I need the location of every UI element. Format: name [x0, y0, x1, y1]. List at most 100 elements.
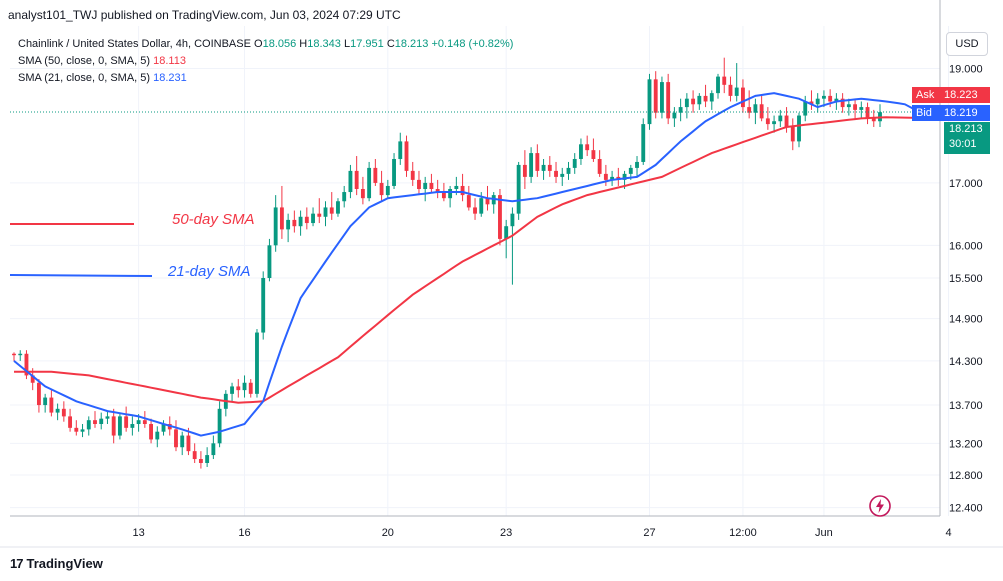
candle-body: [666, 82, 671, 119]
candle-body: [373, 167, 378, 183]
candle-body: [535, 153, 540, 171]
candle-body: [93, 420, 97, 425]
candle-body: [273, 207, 278, 246]
candle-body: [660, 82, 664, 113]
symbol-row[interactable]: Chainlink / United States Dollar, 4h, CO…: [18, 38, 514, 50]
candle-body: [323, 207, 328, 217]
candle-body: [441, 192, 446, 199]
candle-body: [417, 179, 421, 189]
candle-body: [348, 170, 353, 193]
candle-body: [554, 170, 558, 177]
open-value: 18.056: [262, 38, 297, 50]
candle-body: [298, 216, 303, 227]
candle-body: [217, 408, 222, 444]
candle-body: [684, 98, 689, 108]
candle-body: [136, 420, 141, 425]
x-tick-label: 20: [382, 527, 394, 539]
candle-body: [279, 207, 284, 230]
currency-button[interactable]: USD: [946, 32, 988, 56]
candle-body: [43, 397, 48, 406]
candle-body: [759, 104, 764, 119]
candle-body: [828, 95, 833, 102]
candle-body: [292, 219, 297, 227]
candle-body: [560, 173, 565, 177]
sma50-annotation: 50-day SMA: [172, 211, 255, 228]
candle-body: [485, 198, 490, 205]
tradingview-brand[interactable]: 17 TradingView: [10, 556, 103, 571]
candle-body: [865, 107, 870, 119]
candle-body: [117, 416, 122, 436]
candle-body: [105, 416, 110, 419]
candle-body: [572, 158, 577, 168]
candle-body: [317, 213, 322, 217]
candle-body: [622, 173, 627, 180]
candle-body: [174, 429, 178, 448]
y-tick-label: 13.200: [949, 438, 983, 450]
candle-body: [541, 164, 546, 171]
candle-body: [846, 104, 851, 108]
candle-body: [248, 382, 253, 394]
candle-body: [691, 98, 696, 105]
candle-body: [728, 84, 733, 96]
published-by-line: analyst101_TWJ published on TradingView.…: [8, 8, 401, 22]
x-tick-label: 16: [238, 527, 250, 539]
candle-body: [61, 408, 66, 417]
candle-body: [404, 141, 409, 171]
y-tick-label: 19.000: [949, 63, 983, 75]
candle-body: [591, 150, 596, 159]
candle-body: [504, 226, 509, 239]
candle-body: [734, 87, 739, 96]
y-tick-label: 17.000: [949, 178, 983, 190]
candle-body: [610, 176, 615, 180]
sma21-legend-row[interactable]: SMA (21, close, 0, SMA, 5) 18.231: [18, 70, 513, 87]
candle-body: [529, 153, 534, 177]
candle-body: [522, 164, 527, 177]
candle-body: [261, 277, 266, 333]
candle-body: [354, 170, 359, 189]
candle-body: [672, 112, 677, 119]
candle-body: [336, 201, 340, 214]
candle-body: [821, 95, 826, 99]
y-tick-label: 14.300: [949, 356, 983, 368]
candle-body: [130, 424, 135, 428]
candle-body: [385, 185, 390, 196]
sma50-legend-row[interactable]: SMA (50, close, 0, SMA, 5) 18.113: [18, 53, 513, 70]
candle-body: [741, 87, 745, 108]
candle-body: [30, 375, 35, 383]
brand-name: TradingView: [26, 556, 103, 571]
candle-body: [379, 182, 384, 196]
candle-body: [466, 195, 471, 208]
candle-body: [641, 124, 646, 162]
candle-body: [703, 95, 708, 102]
candle-body: [834, 98, 839, 102]
candle-body: [211, 443, 216, 456]
candle-body: [772, 121, 777, 125]
y-tick-label: 15.500: [949, 273, 983, 285]
candle-body: [230, 386, 234, 394]
sma21-value: 18.231: [153, 72, 187, 84]
flash-icon[interactable]: [868, 494, 892, 518]
candle-body: [778, 115, 783, 122]
sma21-line: [13, 92, 918, 437]
sma50-label: SMA (50, close, 0, SMA, 5): [18, 55, 151, 67]
candle-body: [149, 424, 153, 440]
candle-body: [722, 76, 727, 85]
x-tick-label: 23: [500, 527, 512, 539]
candle-body: [765, 118, 770, 125]
candle-body: [797, 115, 801, 142]
bid-tag: Bid 18.219: [912, 105, 990, 121]
candle-body: [840, 98, 845, 108]
candle-body: [454, 185, 459, 189]
candle-body: [510, 213, 515, 227]
candle-body: [124, 416, 129, 428]
candle-body: [566, 167, 571, 174]
candle-body: [784, 115, 789, 127]
candle-body: [255, 332, 259, 394]
candle-body: [192, 451, 197, 460]
candle-body: [429, 182, 434, 189]
candle-body: [473, 207, 477, 214]
y-tick-label: 14.900: [949, 314, 983, 326]
candle-body: [180, 435, 185, 448]
bar-countdown: 30:01: [949, 138, 977, 150]
